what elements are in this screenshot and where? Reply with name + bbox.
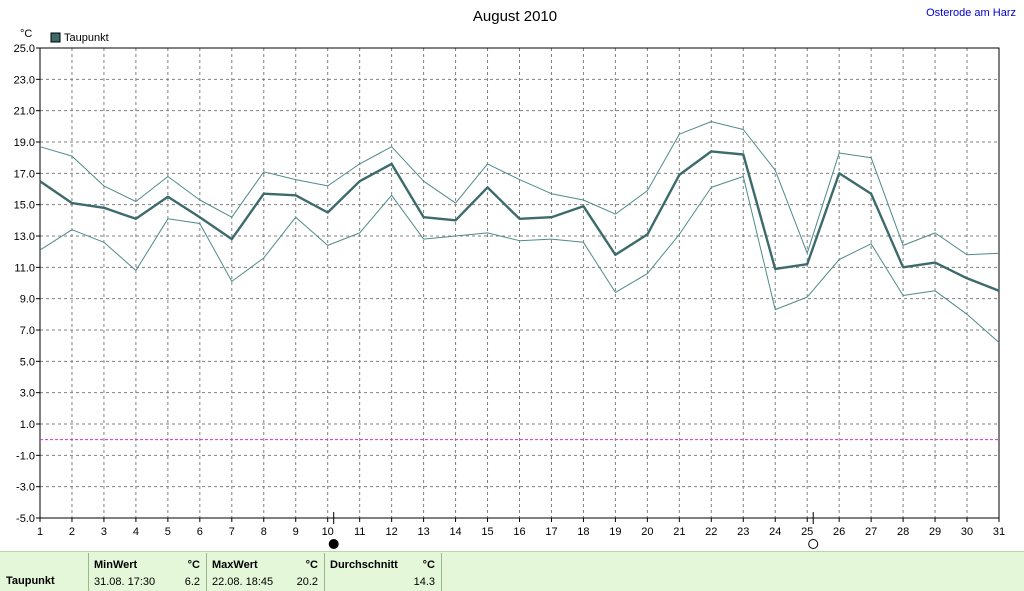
series-group	[39, 121, 1000, 441]
x-tick-label: 4	[133, 526, 139, 538]
min-value: 6.2	[184, 576, 200, 588]
x-tick-label: 28	[897, 526, 909, 538]
x-tick-label: 9	[293, 526, 299, 538]
x-tick-label: 17	[545, 526, 557, 538]
x-tick-label: 30	[961, 526, 973, 538]
max-datetime: 22.08. 18:45	[212, 576, 274, 588]
x-tick-label: 13	[417, 526, 429, 538]
statistics-panel: Taupunkt MinWert °C 31.08. 17:30 6.2 Max…	[0, 551, 1024, 591]
min-datetime: 31.08. 17:30	[94, 576, 156, 588]
y-tick-label: 15.0	[14, 200, 35, 212]
y-tick-label: 5.0	[20, 356, 35, 368]
y-tick-label: 25.0	[14, 43, 35, 55]
y-tick-label: 9.0	[20, 294, 35, 306]
series-line-min	[39, 176, 1000, 343]
x-tick-label: 6	[197, 526, 203, 538]
x-tick-labels: 1 2 3 4 5 6 7 8 9 10 11 12 13 14 15 16 17 18 19 20 21 22 23 24 2…	[37, 526, 1005, 538]
location-label: Osterode am Harz	[926, 7, 1016, 19]
x-tick-label: 11	[354, 526, 365, 538]
axes	[36, 47, 1000, 522]
full-moon-icon	[328, 539, 339, 549]
x-tick-label: 14	[449, 526, 461, 538]
x-tick-label: 23	[737, 526, 749, 538]
chart-title: August 2010	[473, 8, 557, 25]
x-tick-label: 31	[993, 526, 1005, 538]
x-tick-label: 20	[641, 526, 653, 538]
x-tick-label: 3	[101, 526, 107, 538]
x-tick-label: 21	[673, 526, 685, 538]
moon-markers	[328, 512, 819, 549]
x-tick-label: 26	[833, 526, 845, 538]
y-tick-label: 11.0	[14, 262, 35, 274]
max-header: MaxWert	[212, 559, 258, 571]
x-tick-label: 19	[609, 526, 621, 538]
avg-value: 14.3	[413, 576, 435, 588]
series-line-taupunkt	[39, 150, 1000, 292]
legend-swatch	[50, 32, 61, 43]
x-tick-label: 16	[513, 526, 525, 538]
grid	[40, 48, 999, 518]
y-tick-label: 3.0	[20, 388, 35, 400]
avg-unit: °C	[422, 559, 435, 571]
min-header: MinWert	[94, 559, 138, 571]
new-moon-icon	[808, 539, 819, 549]
y-tick-label: 23.0	[14, 74, 35, 86]
legend-label: Taupunkt	[64, 32, 109, 44]
y-tick-label: -3.0	[16, 482, 35, 494]
y-tick-label: -5.0	[16, 513, 35, 525]
x-tick-label: 22	[705, 526, 717, 538]
max-value: 20.2	[296, 576, 318, 588]
x-tick-label: 24	[769, 526, 781, 538]
x-tick-label: 1	[37, 526, 43, 538]
x-tick-label: 7	[229, 526, 235, 538]
y-tick-label: 19.0	[14, 137, 35, 149]
max-unit: °C	[305, 559, 318, 571]
x-tick-label: 10	[322, 526, 334, 538]
x-tick-label: 29	[929, 526, 941, 538]
y-tick-label: 1.0	[20, 419, 35, 431]
y-tick-label: 17.0	[14, 168, 35, 180]
y-tick-label: -1.0	[16, 450, 35, 462]
avg-header: Durchschnitt	[330, 559, 398, 571]
y-tick-label: 13.0	[14, 231, 35, 243]
y-tick-labels: 25.0 23.0 21.0 19.0 17.0 15.0 13.0 11.0 9.0 7.0 5.…	[14, 43, 35, 525]
x-tick-label: 5	[165, 526, 171, 538]
stats-row-label: Taupunkt	[6, 575, 55, 587]
y-tick-label: 21.0	[14, 106, 35, 118]
dewpoint-chart: August 2010 Osterode am Harz °C Taupunkt…	[14, 7, 1016, 549]
plot-frame	[39, 47, 1000, 519]
x-tick-label: 25	[801, 526, 813, 538]
series-line-max	[39, 121, 1000, 256]
y-axis-unit: °C	[20, 28, 32, 40]
x-tick-label: 18	[577, 526, 589, 538]
x-tick-label: 27	[865, 526, 877, 538]
x-tick-label: 12	[386, 526, 398, 538]
x-tick-label: 8	[261, 526, 267, 538]
min-unit: °C	[187, 559, 200, 571]
y-tick-label: 7.0	[20, 325, 35, 337]
x-tick-label: 15	[481, 526, 493, 538]
x-tick-label: 2	[69, 526, 75, 538]
